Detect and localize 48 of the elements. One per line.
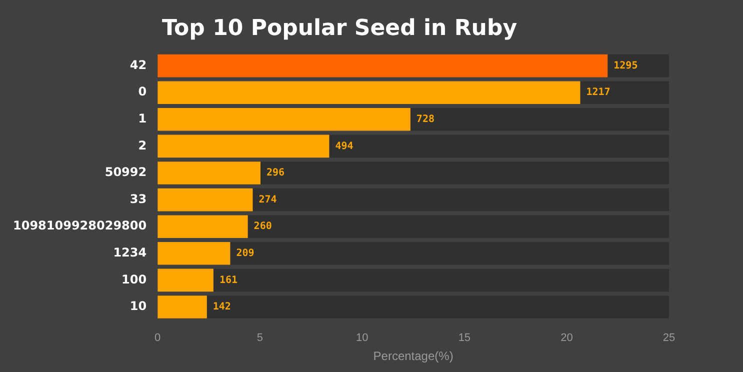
- y-tick-label: 10: [130, 299, 147, 314]
- bar: [206, 296, 669, 318]
- bar: [410, 108, 669, 131]
- bar: [158, 81, 580, 104]
- y-tick-label: 42: [130, 58, 147, 72]
- bar: [158, 242, 230, 265]
- x-tick-label: 10: [356, 332, 368, 344]
- x-tick-label: 20: [560, 332, 573, 344]
- bar: [158, 162, 260, 184]
- annotation: 296: [266, 168, 285, 179]
- bar: [158, 108, 410, 131]
- bar: [329, 134, 669, 158]
- y-tick-label: 50992: [104, 165, 147, 180]
- bar: [608, 54, 669, 78]
- bar: [158, 134, 330, 158]
- annotation: 494: [335, 140, 354, 152]
- y-tick-label: 1234: [113, 246, 147, 260]
- annotation: 1217: [586, 87, 610, 98]
- annotation: 728: [416, 114, 434, 125]
- annotation: 142: [212, 302, 231, 313]
- annotation: 260: [254, 221, 272, 232]
- bar: [252, 188, 669, 212]
- annotation: 161: [219, 274, 238, 286]
- x-tick-label: 0: [154, 332, 161, 344]
- x-tick-label: 15: [458, 332, 471, 344]
- bar: [248, 215, 669, 238]
- bar: [158, 268, 214, 292]
- x-tick-label: 5: [256, 332, 263, 344]
- x-axis-title: Percentage(%): [373, 349, 454, 364]
- x-tick-label: 25: [662, 332, 676, 344]
- annotation: 209: [236, 248, 254, 259]
- y-tick-label: 1098109928029800: [13, 218, 147, 233]
- bar: [158, 215, 248, 238]
- bar: [158, 54, 608, 78]
- bar: [213, 268, 669, 292]
- chart-title: Top 10 Popular Seed in Ruby: [162, 16, 518, 41]
- bar: [230, 242, 669, 265]
- annotation: 1295: [614, 60, 638, 72]
- y-tick-label: 2: [138, 138, 147, 152]
- y-tick-label: 1: [138, 112, 147, 126]
- y-tick-label: 0: [138, 84, 147, 99]
- bar: [580, 81, 669, 104]
- y-tick-label: 100: [122, 272, 147, 286]
- annotation: 274: [258, 194, 277, 206]
- bar: [158, 296, 207, 318]
- bar: [260, 162, 669, 184]
- y-tick-label: 33: [130, 192, 147, 206]
- bar: [158, 188, 253, 212]
